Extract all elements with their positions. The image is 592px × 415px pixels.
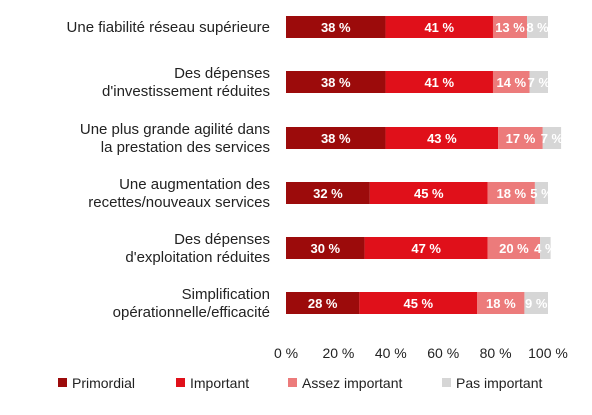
- bar-value-label: 5 %: [530, 186, 553, 201]
- bar-segment: [540, 237, 551, 259]
- bar-value-label: 47 %: [411, 241, 441, 256]
- legend-swatch: [442, 378, 451, 387]
- bar-value-label: 41 %: [424, 75, 454, 90]
- bar-value-label: 30 %: [310, 241, 340, 256]
- legend-label: Pas important: [456, 375, 542, 391]
- bar-segment: [492, 16, 528, 38]
- category-label: Une fiabilité réseau supérieure: [67, 19, 270, 36]
- bar-value-label: 13 %: [495, 20, 525, 35]
- bar-segment: [286, 127, 386, 149]
- bar-value-label: 17 %: [506, 131, 536, 146]
- bar-segment: [286, 71, 386, 93]
- bar-segment: [364, 237, 488, 259]
- legend-label: Primordial: [72, 375, 135, 391]
- legend-label: Important: [190, 375, 249, 391]
- x-axis-ticks: 0 % 20 % 40 % 60 % 80 % 100 %: [274, 345, 568, 361]
- category-label: opérationnelle/efficacité: [113, 304, 270, 321]
- category-label: Des dépenses: [174, 65, 270, 82]
- bar-value-label: 7 %: [541, 131, 564, 146]
- bar-segment: [542, 127, 562, 149]
- category-labels: Une fiabilité réseau supérieure Des dépen…: [67, 19, 270, 321]
- bar-value-label: 7 %: [528, 75, 551, 90]
- bar-value-label: 18 %: [486, 296, 516, 311]
- category-label: Simplification: [182, 286, 270, 303]
- x-tick-label: 40 %: [375, 345, 407, 361]
- bar-segment: [524, 292, 548, 314]
- bar-value-label: 45 %: [414, 186, 444, 201]
- bar-value-label: 41 %: [424, 20, 454, 35]
- category-label: Des dépenses: [174, 231, 270, 248]
- bar-segment: [529, 71, 548, 93]
- bar-segment: [498, 127, 543, 149]
- bar-segment: [477, 292, 525, 314]
- bar-value-label: 8 %: [526, 20, 549, 35]
- legend-swatch: [58, 378, 67, 387]
- bar-value-label: 38 %: [321, 75, 351, 90]
- bar-value-label: 38 %: [321, 131, 351, 146]
- x-tick-label: 60 %: [427, 345, 459, 361]
- bar-segment: [286, 237, 365, 259]
- category-label: d'investissement réduites: [102, 83, 270, 100]
- bar-value-label: 18 %: [496, 186, 526, 201]
- category-label: Une plus grande agilité dans: [80, 121, 270, 138]
- bar-segment: [385, 16, 493, 38]
- bar-value-label: 9 %: [525, 296, 548, 311]
- bar-segment: [369, 182, 488, 204]
- bar-segment: [359, 292, 478, 314]
- bar-value-label: 28 %: [308, 296, 338, 311]
- bar-segment: [534, 182, 548, 204]
- x-tick-label: 20 %: [322, 345, 354, 361]
- x-tick-label: 100 %: [528, 345, 568, 361]
- bar-value-label: 14 %: [496, 75, 526, 90]
- bar-value-label: 38 %: [321, 20, 351, 35]
- bars-group: 38 % 41 % 13 % 8 %38 % 41 % 14 % 7 %38 % 43 % 17…: [286, 16, 564, 314]
- bar-segment: [492, 71, 530, 93]
- legend-swatch: [176, 378, 185, 387]
- category-label: recettes/nouveaux services: [88, 194, 270, 211]
- legend: Primordial Important Assez important Pas im…: [58, 375, 542, 391]
- category-label: la prestation des services: [101, 139, 270, 156]
- bar-segment: [385, 71, 493, 93]
- category-label: Une augmentation des: [119, 176, 270, 193]
- x-tick-label: 0 %: [274, 345, 298, 361]
- bar-value-label: 43 %: [427, 131, 457, 146]
- bar-segment: [286, 292, 360, 314]
- bar-value-label: 20 %: [499, 241, 529, 256]
- category-label: d'exploitation réduites: [125, 249, 270, 266]
- bar-segment: [286, 16, 386, 38]
- bar-value-label: 4 %: [534, 241, 557, 256]
- bar-segment: [487, 182, 535, 204]
- bar-segment: [527, 16, 548, 38]
- bar-value-label: 32 %: [313, 186, 343, 201]
- bar-segment: [487, 237, 541, 259]
- bar-segment: [385, 127, 499, 149]
- bar-segment: [286, 182, 370, 204]
- bar-value-label: 45 %: [403, 296, 433, 311]
- legend-swatch: [288, 378, 297, 387]
- x-tick-label: 80 %: [480, 345, 512, 361]
- legend-label: Assez important: [302, 375, 402, 391]
